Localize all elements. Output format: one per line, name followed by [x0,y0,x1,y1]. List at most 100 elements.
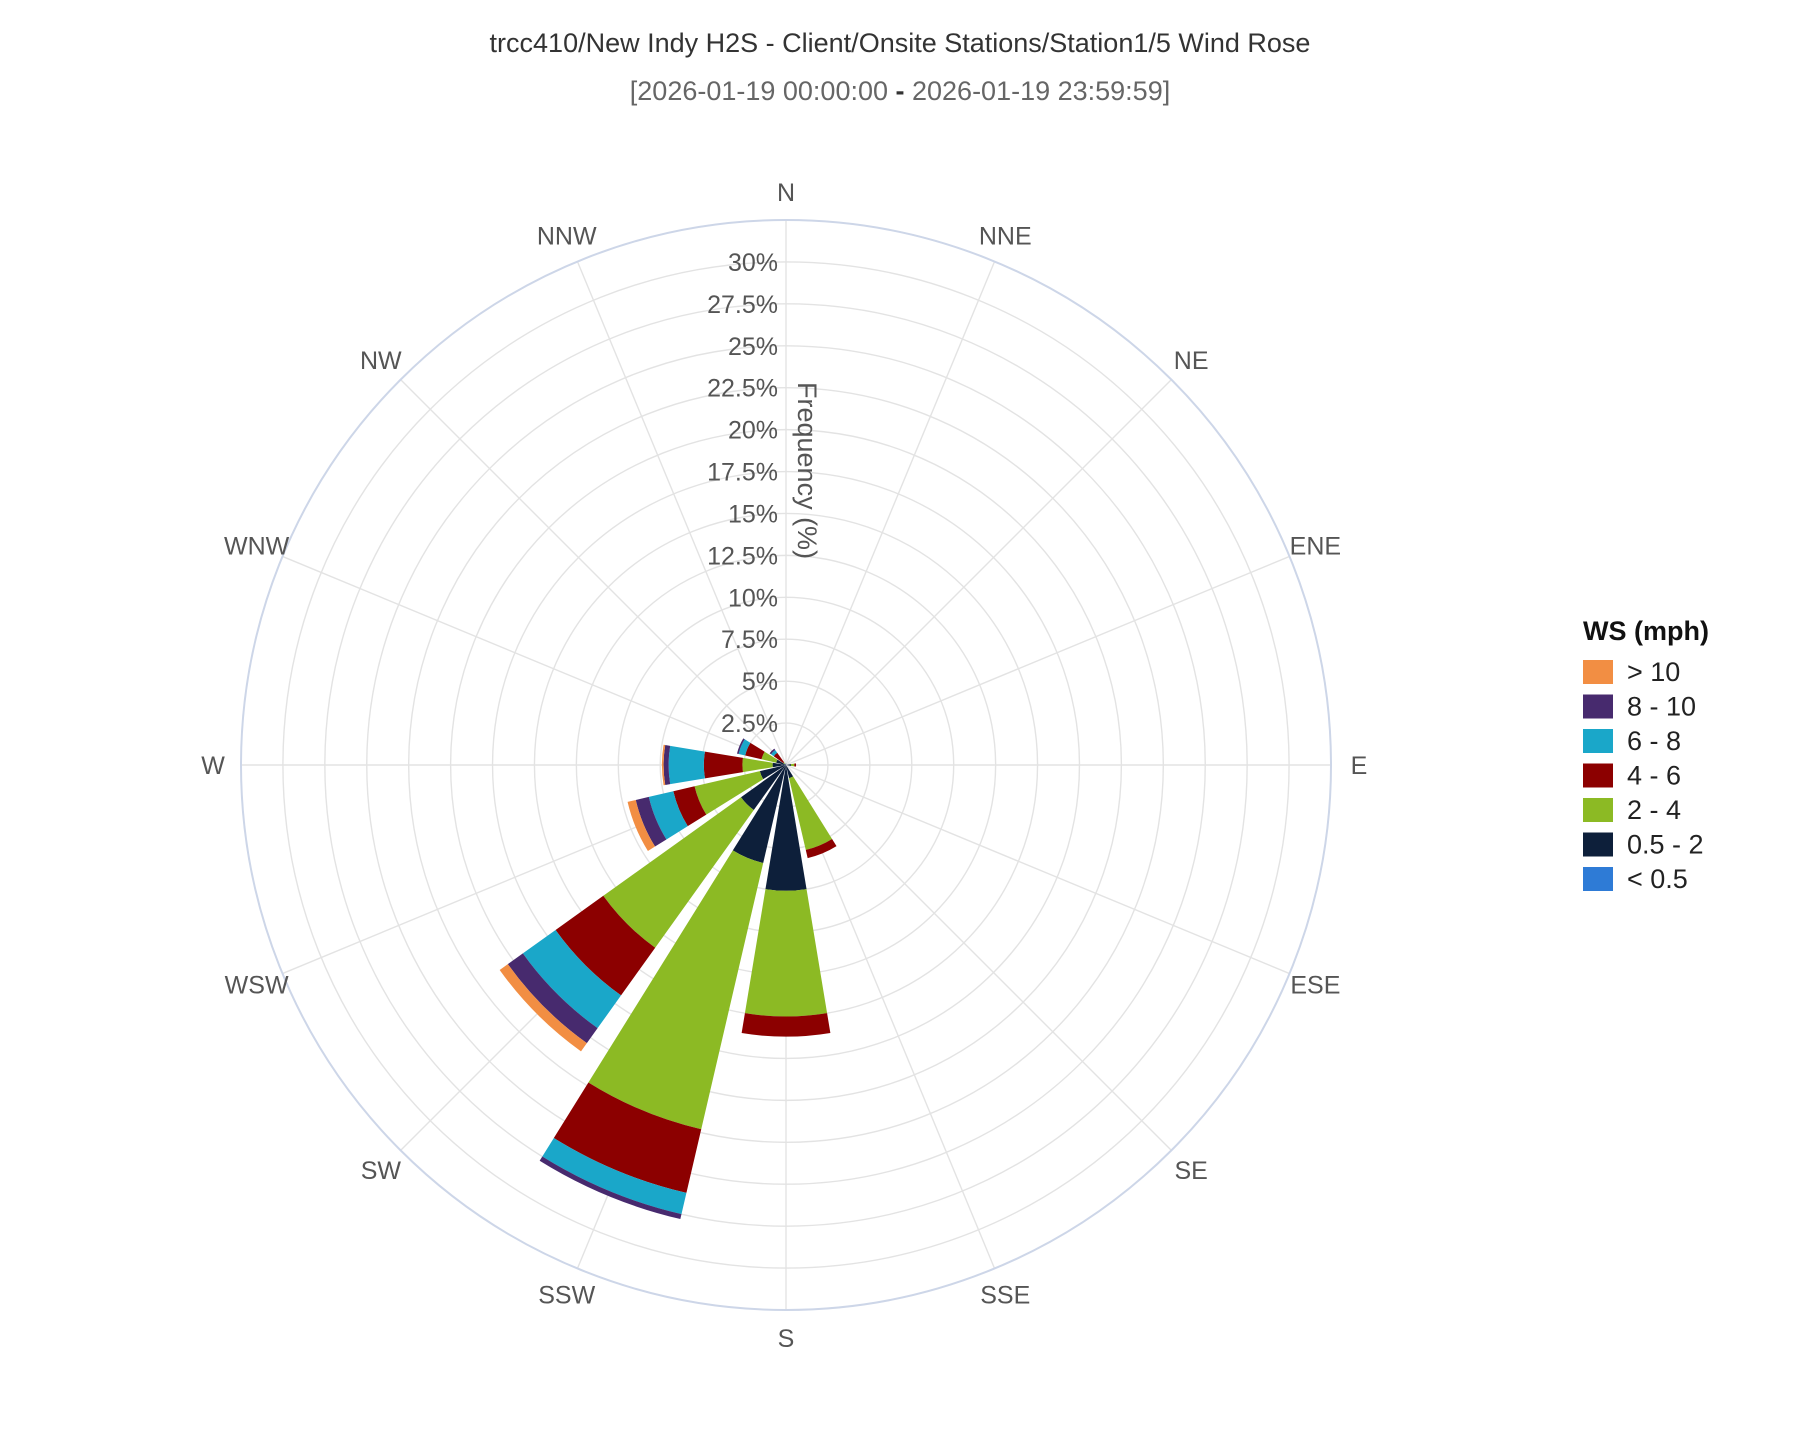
direction-label-S: S [778,1325,795,1353]
bar-segment-WSW-2[interactable] [694,771,764,815]
bar-segment-W-2[interactable] [742,757,773,773]
direction-label-E: E [1351,752,1368,780]
bar-segment-W-3[interactable] [703,751,743,779]
bar-segment-NW-1[interactable] [784,763,786,765]
bar-segment-WSW-3[interactable] [673,786,707,827]
bar-segment-SSE-3[interactable] [805,839,837,859]
grid-spoke-NNE [785,261,996,766]
bar-segment-SW-2[interactable] [603,797,754,948]
radial-tick-label-9: 25% [728,333,778,361]
bar-segment-WSW-1[interactable] [759,765,786,780]
subtitle-end: 2026-01-19 23:59:59] [912,76,1170,106]
direction-label-ENE: ENE [1290,533,1341,561]
bar-segment-E-1[interactable] [786,764,792,766]
bar-segment-WNW-3[interactable] [745,742,765,760]
bar-segment-W-6[interactable] [661,744,666,786]
grid-spoke-WNW [282,555,787,766]
bar-segment-WNW-2[interactable] [761,751,778,763]
direction-label-ESE: ESE [1290,971,1340,999]
bar-segment-W-5[interactable] [663,745,671,785]
radial-tick-label-10: 27.5% [707,291,778,319]
direction-label-W: W [201,752,225,780]
bar-segment-SSW-4[interactable] [542,1138,687,1215]
legend-label-6: < 0.5 [1627,864,1688,894]
direction-label-WSW: WSW [225,971,289,999]
bar-segment-SW-5[interactable] [507,953,598,1044]
legend-swatch-5 [1583,832,1613,857]
subtitle-start: [2026-01-19 00:00:00 [630,76,888,106]
radial-axis-title: Frequency (%) [792,382,822,559]
radial-tick-label-1: 5% [742,668,778,696]
direction-label-SE: SE [1174,1157,1207,1185]
bar-segment-WNW-4[interactable] [738,739,751,756]
bar-segment-W-4[interactable] [668,745,705,785]
bar-segment-SSW-2[interactable] [588,850,764,1130]
radial-tick-label-0: 2.5% [721,710,778,738]
bar-segment-WNW-5[interactable] [737,738,745,754]
chart-title: trcc410/New Indy H2S - Client/Onsite Sta… [490,28,1311,58]
bar-segment-N-1[interactable] [785,763,787,765]
outer-ring [240,219,1332,1311]
bar-segment-NW-3[interactable] [773,752,785,764]
bar-segment-SW-4[interactable] [522,929,622,1029]
bar-segment-SW-6[interactable] [499,964,587,1052]
legend-swatch-4 [1583,798,1613,822]
bar-segment-SSW-3[interactable] [553,1082,702,1193]
direction-label-NE: NE [1174,347,1209,375]
bar-segment-SSW-1[interactable] [732,765,786,863]
chart-subtitle: [2026-01-19 00:00:00 - 2026-01-19 23:59:… [630,76,1170,106]
radial-tick-label-3: 10% [728,584,778,612]
legend-label-1: 8 - 10 [1627,692,1696,722]
grid-spoke-ENE [785,555,1290,766]
legend-swatch-6 [1583,867,1613,891]
legend-swatch-1 [1583,694,1613,719]
grid-spoke-NE [785,379,1172,766]
radial-tick-label-2: 7.5% [721,626,778,654]
bar-segment-SW-3[interactable] [555,895,656,996]
legend-swatch-0 [1583,660,1613,684]
bar-segment-SSE-2[interactable] [789,776,833,850]
legend: WS (mph) > 10 8 - 10 6 - 8 4 - 6 2 - 4 0.5 - 2… [1583,616,1709,894]
direction-label-NW: NW [360,347,402,375]
legend-label-3: 4 - 6 [1627,761,1681,791]
grid-spoke-NNW [576,261,787,766]
radial-tick-label-4: 12.5% [707,542,778,570]
legend-label-2: 6 - 8 [1627,726,1681,756]
direction-label-NNW: NNW [537,223,597,251]
bar-segment-WSW-4[interactable] [648,791,688,840]
direction-label-SSE: SSE [980,1281,1030,1309]
radial-tick-label-5: 15% [728,500,778,528]
bar-segment-W-1[interactable] [772,762,785,768]
bar-segment-S-2[interactable] [744,889,828,1017]
bar-segment-SSE-1[interactable] [786,765,794,779]
grid-spoke-ESE [785,764,1290,975]
bar-segment-E-3[interactable] [794,763,797,767]
bar-segment-WNW-1[interactable] [776,759,786,765]
legend-label-5: 0.5 - 2 [1627,830,1704,860]
bar-segment-S-3[interactable] [741,1013,831,1037]
legend-label-4: 2 - 4 [1627,795,1681,825]
bar-segment-S-1[interactable] [765,765,807,891]
grid-spoke-NW [400,379,787,766]
bar-segment-E-2[interactable] [790,763,795,767]
direction-label-WNW: WNW [224,533,290,561]
bar-segment-NW-2[interactable] [783,762,786,765]
direction-label-NNE: NNE [979,223,1032,251]
radial-tick-label-11: 30% [728,249,778,277]
radial-tick-label-8: 22.5% [707,375,778,403]
subtitle-separator: - [888,76,912,106]
bar-segment-W-0[interactable] [784,764,786,766]
bar-segment-SSW-5[interactable] [539,1156,682,1220]
wind-bars [499,738,837,1220]
legend-title: WS (mph) [1583,616,1709,646]
direction-label-SSW: SSW [538,1281,595,1309]
bar-segment-NW-4[interactable] [771,750,778,757]
bar-segment-WSW-5[interactable] [635,796,667,847]
legend-label-0: > 10 [1627,657,1680,687]
direction-label-SW: SW [361,1157,402,1185]
bar-segment-WSW-6[interactable] [627,799,656,851]
bar-segment-SW-1[interactable] [741,765,786,810]
bar-segment-NW-5[interactable] [769,748,776,755]
